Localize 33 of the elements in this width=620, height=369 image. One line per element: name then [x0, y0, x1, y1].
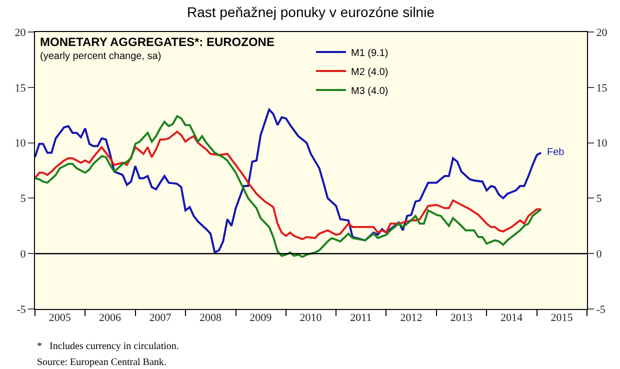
x-tick-label: 2015 — [550, 312, 574, 324]
legend-label: M2 (4.0) — [351, 66, 388, 78]
annotation: Feb — [547, 147, 565, 158]
y-tick-label: -5 — [16, 304, 26, 316]
y2-tick-label: 20 — [596, 26, 608, 39]
legend-label: M3 (4.0) — [351, 86, 388, 97]
legend-label: M1 (9.1) — [351, 48, 388, 59]
y2-tick-label: 5 — [596, 193, 602, 206]
y-tick-label: 20 — [14, 26, 26, 39]
x-tick-label: 2011 — [350, 312, 372, 324]
y2-tick-label: -5 — [596, 304, 606, 316]
source-note: Source: European Central Bank. — [37, 357, 166, 368]
y2-tick-label: 10 — [596, 138, 608, 150]
y-tick-label: 10 — [14, 138, 26, 150]
y2-tick-label: 15 — [596, 82, 608, 94]
x-tick-label: 2008 — [199, 312, 222, 324]
x-tick-label: 2010 — [300, 312, 322, 324]
annotation: (yearly percent change, sa) — [40, 51, 162, 62]
x-tick-label: 2006 — [99, 312, 122, 324]
x-tick-label: 2012 — [400, 312, 422, 324]
x-tick-label: 2007 — [149, 312, 172, 324]
x-tick-label: 2013 — [450, 312, 473, 324]
y-tick-label: 5 — [20, 193, 26, 206]
chart-title: Rast peňažnej ponuky v eurozóne silnie — [187, 4, 435, 20]
line-series — [35, 130, 542, 240]
y2-tick-label: 0 — [596, 248, 602, 260]
text: * Includes currency in circulation. — [37, 341, 179, 352]
x-tick-label: 2014 — [500, 312, 524, 324]
y-tick-label: 0 — [20, 248, 26, 260]
x-tick-label: 2009 — [250, 312, 272, 324]
x-tick-label: 2005 — [48, 312, 72, 324]
y-tick-label: 15 — [14, 82, 26, 94]
chart-subtitle: MONETARY AGGREGATES*: EUROZONE — [40, 35, 274, 49]
